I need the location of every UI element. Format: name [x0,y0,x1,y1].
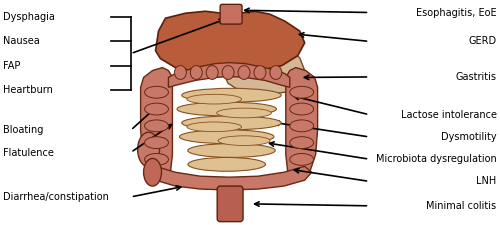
Ellipse shape [270,65,282,79]
Ellipse shape [144,158,162,186]
Ellipse shape [254,65,266,79]
Text: Dysphagia: Dysphagia [4,12,56,22]
Polygon shape [222,44,304,95]
Text: GERD: GERD [468,36,496,46]
Ellipse shape [290,86,314,98]
Ellipse shape [188,144,276,158]
Text: Esophagitis, EoE: Esophagitis, EoE [416,7,496,18]
Text: Nausea: Nausea [4,36,40,46]
Text: Bloating: Bloating [4,125,44,135]
Ellipse shape [290,120,314,132]
Text: Microbiota dysregulation: Microbiota dysregulation [376,154,496,164]
Text: Gastritis: Gastritis [456,72,496,82]
Ellipse shape [177,102,276,116]
Ellipse shape [188,158,266,171]
Text: Flatulence: Flatulence [4,148,54,157]
Ellipse shape [290,137,314,148]
Ellipse shape [218,136,270,146]
Ellipse shape [182,88,281,102]
Text: FAP: FAP [4,61,21,71]
Ellipse shape [187,94,242,104]
Polygon shape [168,63,290,87]
Text: Dysmotility: Dysmotility [441,132,496,142]
Ellipse shape [174,65,186,79]
Ellipse shape [138,132,160,167]
Text: Heartburn: Heartburn [4,85,53,95]
Ellipse shape [290,103,314,115]
Ellipse shape [190,65,202,79]
Text: LNH: LNH [476,176,496,186]
Ellipse shape [238,65,250,79]
Ellipse shape [144,137,169,148]
Ellipse shape [216,108,272,118]
Ellipse shape [187,122,242,132]
Polygon shape [140,68,172,176]
FancyBboxPatch shape [217,186,243,222]
Ellipse shape [290,153,314,165]
Polygon shape [156,11,304,72]
Polygon shape [148,166,312,190]
Ellipse shape [222,65,234,79]
Ellipse shape [144,153,169,165]
Ellipse shape [180,130,274,144]
Text: Lactose intolerance: Lactose intolerance [400,110,496,120]
Ellipse shape [206,65,218,79]
FancyBboxPatch shape [220,4,242,24]
Ellipse shape [144,86,169,98]
Ellipse shape [144,120,169,132]
Polygon shape [286,68,318,176]
Text: Minimal colitis: Minimal colitis [426,201,496,211]
Text: Diarrhea/constipation: Diarrhea/constipation [4,192,110,202]
Ellipse shape [182,116,281,130]
Ellipse shape [144,103,169,115]
